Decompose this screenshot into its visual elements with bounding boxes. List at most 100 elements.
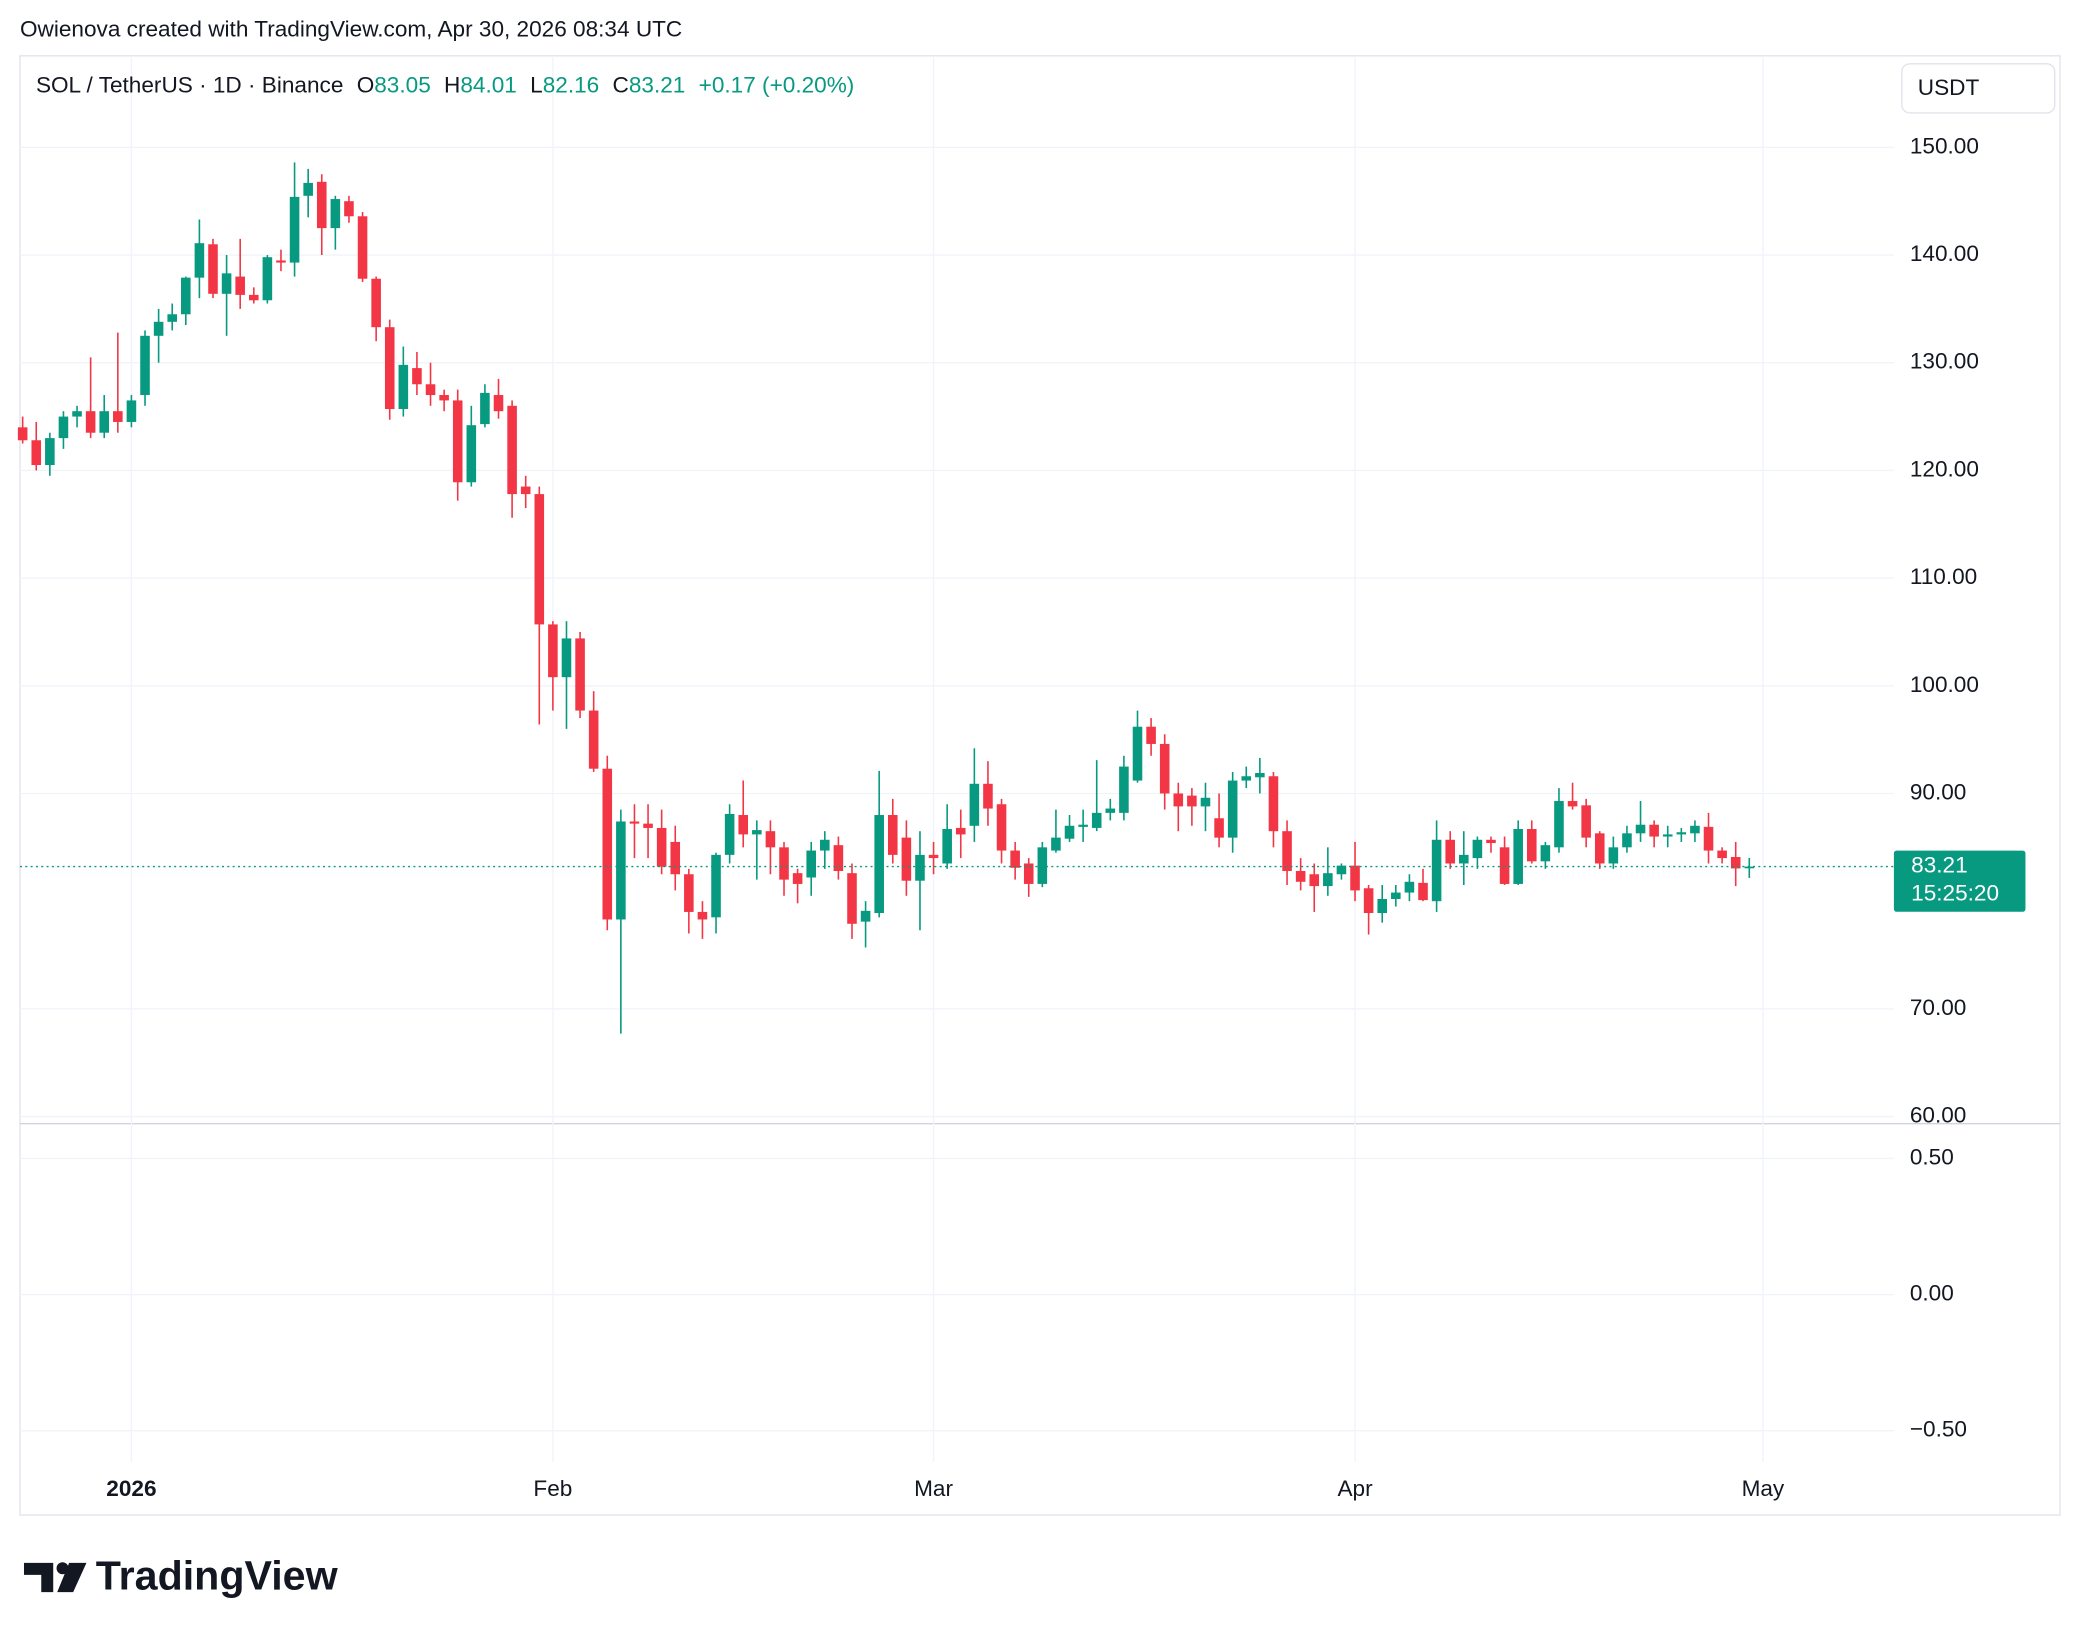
- candle-body: [1703, 826, 1714, 851]
- frame: [19, 55, 2061, 1516]
- candle-body: [752, 830, 762, 835]
- candle-body: [276, 260, 286, 263]
- legend-value: 84.01: [460, 72, 517, 97]
- candle-body: [1363, 888, 1374, 914]
- candle-body: [1431, 839, 1442, 902]
- price-tag-value: 83.21: [1911, 853, 1968, 878]
- x-tick-label: Apr: [1337, 1476, 1373, 1501]
- legend-letter: H: [444, 72, 460, 97]
- legend-symbol: SOL / TetherUS · 1D · Binance: [36, 72, 343, 97]
- candle-body: [806, 850, 816, 878]
- candle-body: [1268, 776, 1279, 832]
- y-tick-label: 120.00: [1910, 456, 1979, 481]
- y-tick-label: 60.00: [1910, 1103, 1967, 1128]
- candle-body: [520, 486, 531, 495]
- legend-value: 83.21: [629, 72, 686, 97]
- candle-body: [724, 813, 735, 855]
- legend-change: +0.17 (+0.20%): [699, 72, 855, 97]
- candle-body: [1010, 850, 1020, 868]
- candle-body: [1459, 854, 1469, 864]
- candle-body: [548, 624, 558, 678]
- candle-body: [1526, 829, 1537, 862]
- logo-text: TradingView: [96, 1553, 339, 1599]
- candle-body: [262, 257, 273, 301]
- candle-body: [1513, 829, 1523, 884]
- candle-body: [85, 411, 96, 433]
- y-tick-label: 150.00: [1910, 133, 1979, 158]
- candle-body: [643, 823, 653, 828]
- candle-body: [31, 440, 42, 466]
- candle-body: [874, 815, 884, 914]
- candle-body: [1091, 812, 1102, 828]
- candle-body: [1608, 847, 1619, 864]
- x-tick-label: Feb: [533, 1476, 572, 1501]
- candle-body: [575, 638, 585, 711]
- candle-body: [1214, 818, 1224, 838]
- credit: Owienova created with TradingView.com, A…: [20, 17, 682, 42]
- candle-body: [765, 831, 776, 848]
- candle-body: [1200, 797, 1211, 807]
- y-tick-label: 70.00: [1910, 995, 1967, 1020]
- candle-body: [45, 438, 55, 466]
- candle-body: [1309, 874, 1320, 887]
- candle-body: [942, 829, 952, 864]
- y-tick-label: −0.50: [1910, 1417, 1967, 1442]
- candle-body: [439, 395, 449, 401]
- candle-body: [289, 196, 300, 263]
- candle-body: [466, 425, 477, 483]
- candle-body: [412, 368, 422, 385]
- candle-body: [208, 244, 218, 294]
- logo-mark: [23, 1562, 54, 1593]
- y-tick-label: 110.00: [1910, 564, 1977, 589]
- candle-body: [1037, 847, 1048, 884]
- currency-button[interactable]: [1901, 63, 2056, 114]
- candle-body: [153, 321, 164, 336]
- candle-body: [248, 294, 259, 301]
- legend-letter: L: [530, 72, 543, 97]
- candle-body: [1241, 776, 1252, 781]
- candle-body: [901, 837, 912, 881]
- candle-body: [1227, 780, 1238, 838]
- candle-body: [738, 815, 749, 835]
- candle-body: [1445, 839, 1455, 864]
- currency-label[interactable]: USDT: [1918, 75, 1980, 100]
- candle-body: [561, 638, 572, 678]
- candle-body: [1146, 726, 1156, 744]
- x-tick-label: Mar: [914, 1476, 953, 1501]
- candle-body: [1594, 833, 1605, 864]
- legend-value: 82.16: [543, 72, 600, 97]
- candle-body: [833, 845, 844, 872]
- candle-body: [792, 873, 803, 884]
- candle-body: [887, 815, 898, 855]
- logo-mark: [56, 1562, 69, 1575]
- candle-body: [969, 783, 980, 826]
- y-tick-label: 0.00: [1910, 1281, 1954, 1306]
- candle-body: [1323, 873, 1333, 887]
- candle-body: [1635, 824, 1646, 834]
- candle-body: [344, 201, 354, 217]
- candle-body: [1622, 833, 1632, 848]
- candle-body: [1282, 831, 1292, 872]
- candle-body: [1676, 832, 1687, 835]
- candle-body: [1064, 825, 1075, 839]
- candle-body: [1404, 881, 1415, 893]
- candle-body: [1690, 825, 1700, 834]
- candle-body: [1391, 892, 1401, 900]
- candle-body: [1336, 865, 1347, 875]
- candle-body: [330, 199, 341, 229]
- y-tick-label: 100.00: [1910, 672, 1979, 697]
- candle-body: [1717, 850, 1727, 859]
- candle-body: [507, 405, 517, 495]
- y-tick-label: 140.00: [1910, 241, 1979, 266]
- candle-body: [1377, 899, 1388, 914]
- candle-body: [1540, 845, 1551, 862]
- legend: SOL / TetherUS · 1D · Binance O83.05 H84.0…: [36, 72, 854, 97]
- legend-letter: C: [613, 72, 629, 97]
- candle-body: [928, 854, 939, 859]
- candle-body: [983, 783, 993, 809]
- candle-body: [1744, 866, 1755, 869]
- candle-body: [371, 278, 381, 328]
- candle-body: [616, 821, 626, 920]
- candle-body: [670, 841, 681, 875]
